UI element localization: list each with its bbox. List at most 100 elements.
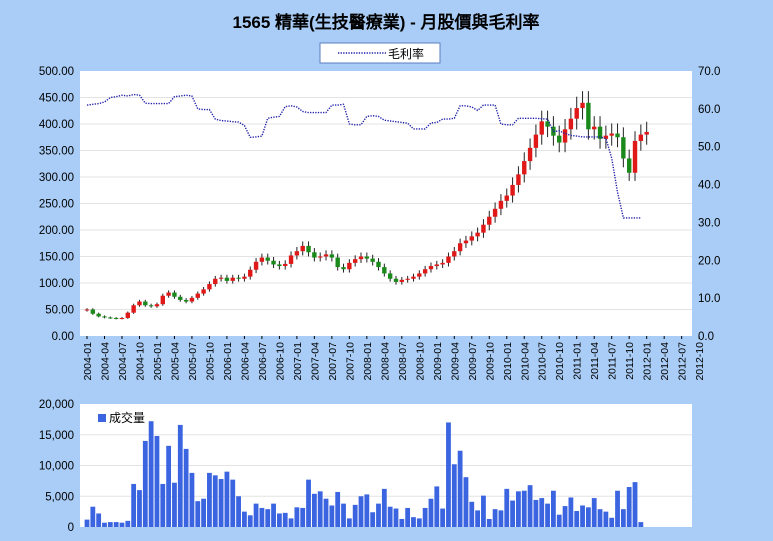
volume-bar	[597, 509, 603, 527]
right-axis-tick-label: 70.0	[698, 66, 720, 78]
candle-body	[329, 254, 335, 258]
candle-body	[545, 121, 550, 127]
x-axis-tick-label: 2007-07	[327, 342, 339, 381]
volume-bar	[276, 513, 282, 527]
volume-bar	[259, 507, 265, 527]
candle-body	[574, 108, 579, 119]
volume-bar	[632, 482, 638, 527]
candle-body	[183, 299, 189, 302]
candle-body	[160, 295, 165, 305]
volume-bar	[475, 510, 481, 527]
right-axis-tick-label: 30.0	[698, 217, 720, 229]
volume-bar	[329, 505, 335, 527]
x-axis-tick-label: 2011-01	[572, 342, 584, 380]
x-axis-tick-label: 2006-10	[274, 342, 286, 381]
volume-bar	[90, 506, 96, 527]
volume-legend: 成交量	[98, 410, 145, 425]
left-axis-tick-label: 150.00	[39, 252, 74, 264]
x-axis-tick-label: 2008-07	[397, 342, 409, 381]
volume-bar	[521, 490, 527, 527]
volume-bar	[364, 494, 370, 527]
volume-bar	[335, 491, 341, 527]
volume-bar	[102, 522, 107, 527]
volume-bar	[399, 519, 405, 527]
x-axis-tick-label: 2005-01	[152, 342, 164, 381]
left-axis-tick-label: 100.00	[39, 278, 74, 290]
left-axis-tick-label: 450.00	[39, 93, 74, 105]
candle-body	[189, 297, 195, 302]
candle-body	[294, 251, 300, 256]
left-axis-tick-label: 200.00	[39, 225, 74, 237]
volume-bar	[591, 498, 597, 527]
x-axis-tick-label: 2009-07	[467, 342, 479, 381]
volume-bar	[201, 498, 206, 527]
volume-bar	[137, 490, 142, 527]
candle-body	[644, 131, 649, 135]
x-axis-tick-label: 2004-07	[117, 342, 129, 381]
candle-body	[428, 266, 434, 270]
candle-body	[201, 289, 206, 294]
candle-body	[218, 277, 224, 279]
left-axis-tick-label: 250.00	[39, 199, 74, 211]
volume-bar	[463, 477, 469, 527]
volume-bar	[271, 503, 276, 527]
candle-body	[347, 262, 352, 270]
right-axis-tick-label: 10.0	[698, 293, 720, 305]
volume-bar	[451, 464, 457, 527]
volume-bar	[172, 482, 177, 527]
volume-bar	[434, 486, 440, 527]
volume-bar	[422, 507, 428, 527]
candle-body	[626, 158, 632, 173]
x-axis-tick-label: 2004-04	[99, 342, 111, 381]
x-axis-tick-label: 2012-07	[677, 342, 689, 381]
volume-bar	[440, 508, 446, 527]
candle-body	[248, 269, 253, 277]
volume-bar	[306, 479, 311, 527]
volume-bar	[585, 507, 591, 527]
candle-body	[510, 184, 515, 196]
x-axis-tick-label: 2008-01	[362, 342, 374, 381]
volume-bar	[84, 519, 90, 527]
candle-body	[207, 284, 212, 290]
candle-body	[376, 261, 381, 268]
left-axis-tick-label: 300.00	[39, 172, 74, 184]
candle-body	[96, 313, 101, 317]
volume-bar	[253, 503, 259, 527]
x-axis-tick-label: 2007-10	[344, 342, 356, 381]
volume-bar	[323, 498, 329, 527]
volume-bar	[212, 475, 218, 527]
x-axis-tick-label: 2004-01	[82, 342, 94, 381]
volume-bar	[457, 450, 463, 527]
volume-bar	[376, 503, 381, 527]
volume-bar	[446, 422, 451, 527]
candle-body	[516, 174, 521, 185]
right-axis-tick-label: 20.0	[698, 255, 720, 267]
volume-bar	[556, 514, 562, 527]
x-axis-tick-label: 2011-10	[624, 342, 636, 380]
candle-body	[323, 254, 329, 257]
candle-body	[597, 126, 603, 139]
candle-body	[621, 137, 626, 159]
candle-body	[143, 301, 148, 306]
candle-body	[213, 278, 218, 285]
volume-bar	[533, 499, 539, 527]
candle-body	[632, 140, 638, 173]
candle-body	[527, 147, 533, 162]
volume-bar	[381, 488, 387, 527]
volume-bar	[183, 448, 189, 527]
candle-body	[562, 129, 568, 143]
candle-body	[119, 317, 125, 319]
candle-body	[487, 216, 492, 225]
x-axis-tick-label: 2010-04	[519, 342, 531, 381]
candle-body	[522, 161, 527, 175]
candle-body	[102, 316, 107, 318]
x-axis-tick-label: 2009-10	[484, 342, 496, 381]
candle-body	[457, 243, 463, 252]
margin-legend: 毛利率	[319, 42, 441, 64]
chart-title: 1565 精華(生技醫療業) - 月股價與毛利率	[233, 12, 540, 32]
right-axis-tick-label: 60.0	[698, 104, 720, 116]
volume-bar	[160, 483, 166, 527]
volume-bar	[387, 506, 393, 527]
volume-bar	[428, 498, 434, 527]
